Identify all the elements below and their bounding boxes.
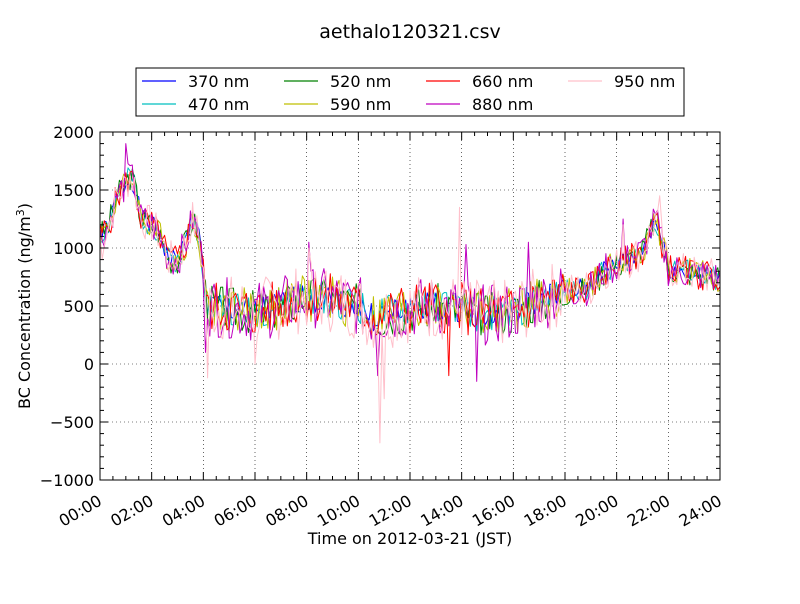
grid: [100, 132, 720, 480]
series-line-880nm: [100, 143, 720, 382]
series-line-660nm: [100, 170, 720, 377]
legend-item: 660 nm: [426, 72, 533, 91]
y-tick-label: −1000: [40, 471, 94, 490]
y-tick-label: 2000: [53, 123, 94, 142]
legend-label: 370 nm: [188, 72, 249, 91]
legend-item: 520 nm: [284, 72, 391, 91]
series-lines: [100, 143, 720, 444]
y-axis-label-superscript: 3: [14, 209, 27, 216]
legend-label: 950 nm: [614, 72, 675, 91]
y-tick-label: 500: [63, 297, 94, 316]
y-axis-label: BC Concentration (ng/m3): [14, 203, 34, 409]
x-axis-label: Time on 2012-03-21 (JST): [307, 529, 512, 548]
y-tick-label: 1000: [53, 239, 94, 258]
y-tick-label: 1500: [53, 181, 94, 200]
legend-item: 880 nm: [426, 95, 533, 114]
chart-title: aethalo120321.csv: [319, 21, 501, 43]
series-line-950nm: [100, 175, 720, 444]
y-tick-label: 0: [84, 355, 94, 374]
legend-label: 590 nm: [330, 95, 391, 114]
legend-label: 520 nm: [330, 72, 391, 91]
legend-item: 590 nm: [284, 95, 391, 114]
legend-item: 950 nm: [568, 72, 675, 91]
legend-label: 470 nm: [188, 95, 249, 114]
y-tick-label: −500: [50, 413, 94, 432]
legend-box: [135, 67, 685, 117]
y-axis-label-main: BC Concentration (ng/m: [15, 216, 34, 409]
legend-label: 660 nm: [472, 72, 533, 91]
y-axis-label-end: ): [15, 203, 34, 209]
legend: 370 nm 470 nm 520 nm 590 nm 660 nm 880 nm 950 …: [135, 67, 685, 117]
legend-label: 880 nm: [472, 95, 533, 114]
axis-ticks: [99, 131, 721, 481]
legend-item: 370 nm: [142, 72, 249, 91]
legend-item: 470 nm: [142, 95, 249, 114]
